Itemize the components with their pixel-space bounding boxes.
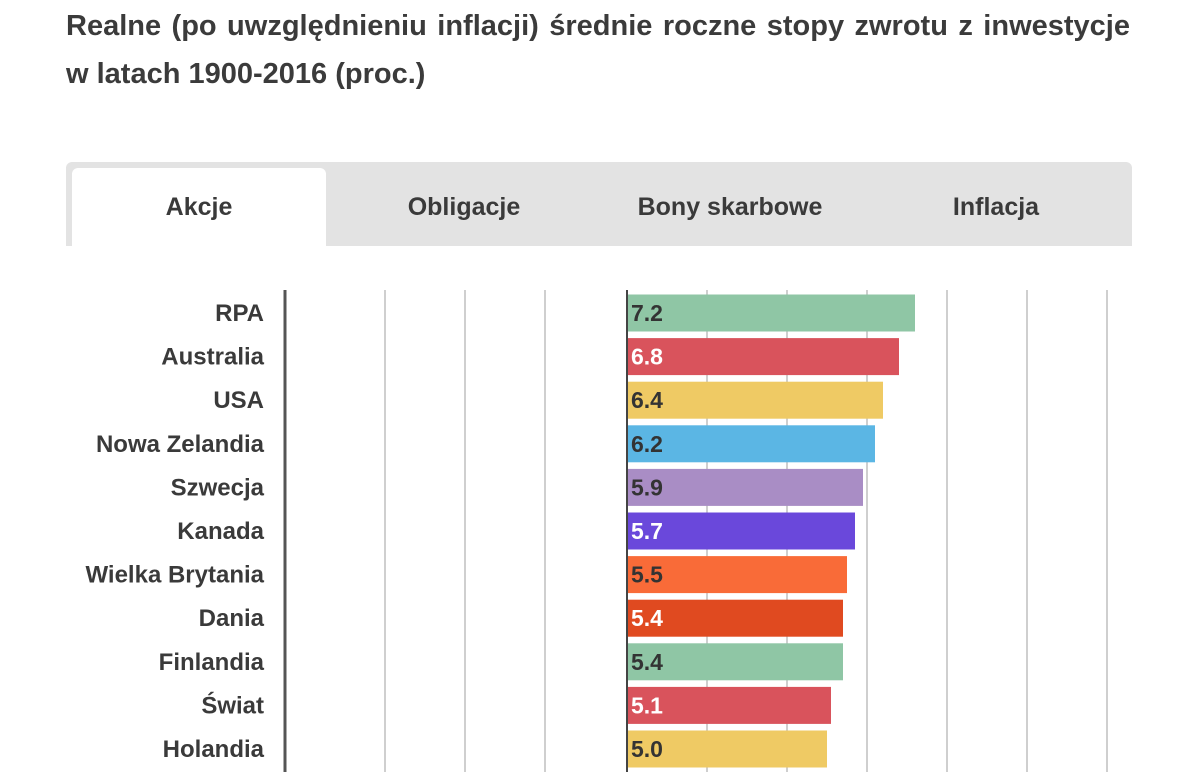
- category-label: Australia: [161, 344, 264, 371]
- tab-inflacja[interactable]: Inflacja: [952, 192, 1040, 221]
- value-label: 7.2: [631, 300, 663, 326]
- category-label: Dania: [199, 605, 265, 632]
- bar: [627, 556, 847, 594]
- bar: [627, 381, 883, 419]
- category-label: Nowa Zelandia: [96, 431, 265, 458]
- value-label: 5.4: [631, 605, 663, 631]
- bar: [627, 294, 915, 332]
- bar: [627, 338, 899, 376]
- bar: [627, 468, 863, 506]
- bar: [627, 643, 843, 681]
- value-label: 5.9: [631, 474, 663, 500]
- value-label: 6.2: [631, 431, 663, 457]
- bar: [627, 686, 831, 724]
- bar: [627, 425, 875, 463]
- category-label: Holandia: [163, 736, 265, 763]
- category-label: Świat: [201, 691, 264, 719]
- category-label: Szwecja: [171, 474, 265, 501]
- tab-akcje[interactable]: Akcje: [72, 168, 326, 246]
- value-label: 5.5: [631, 562, 663, 588]
- tab-bony-skarbowe[interactable]: Bony skarbowe: [637, 192, 823, 221]
- bar: [627, 599, 843, 637]
- value-label: 5.0: [631, 736, 663, 762]
- value-label: 5.4: [631, 649, 663, 675]
- chart-title: Realne (po uwzględnieniu inflacji) średn…: [66, 10, 1130, 90]
- value-label: 5.1: [631, 692, 663, 718]
- value-label: 5.7: [631, 518, 663, 544]
- category-label: Kanada: [177, 518, 264, 545]
- category-label: Wielka Brytania: [85, 562, 264, 589]
- bar: [627, 512, 855, 550]
- tab-bar: Akcje Obligacje Bony skarbowe Inflacja: [66, 162, 1132, 246]
- value-label: 6.8: [631, 344, 663, 370]
- category-label: RPA: [215, 300, 264, 327]
- category-label: USA: [213, 387, 264, 414]
- value-labels: 7.2 6.8 6.4 6.2 5.9 5.7 5.5 5.4 5.4 5.1 5.0: [631, 300, 663, 762]
- bar: [627, 730, 827, 768]
- category-labels: RPA Australia USA Nowa Zelandia Szwecja Kanad…: [85, 300, 264, 763]
- tab-obligacje[interactable]: Obligacje: [407, 192, 521, 221]
- category-label: Finlandia: [159, 649, 265, 676]
- bars: [627, 294, 915, 768]
- value-label: 6.4: [631, 387, 663, 413]
